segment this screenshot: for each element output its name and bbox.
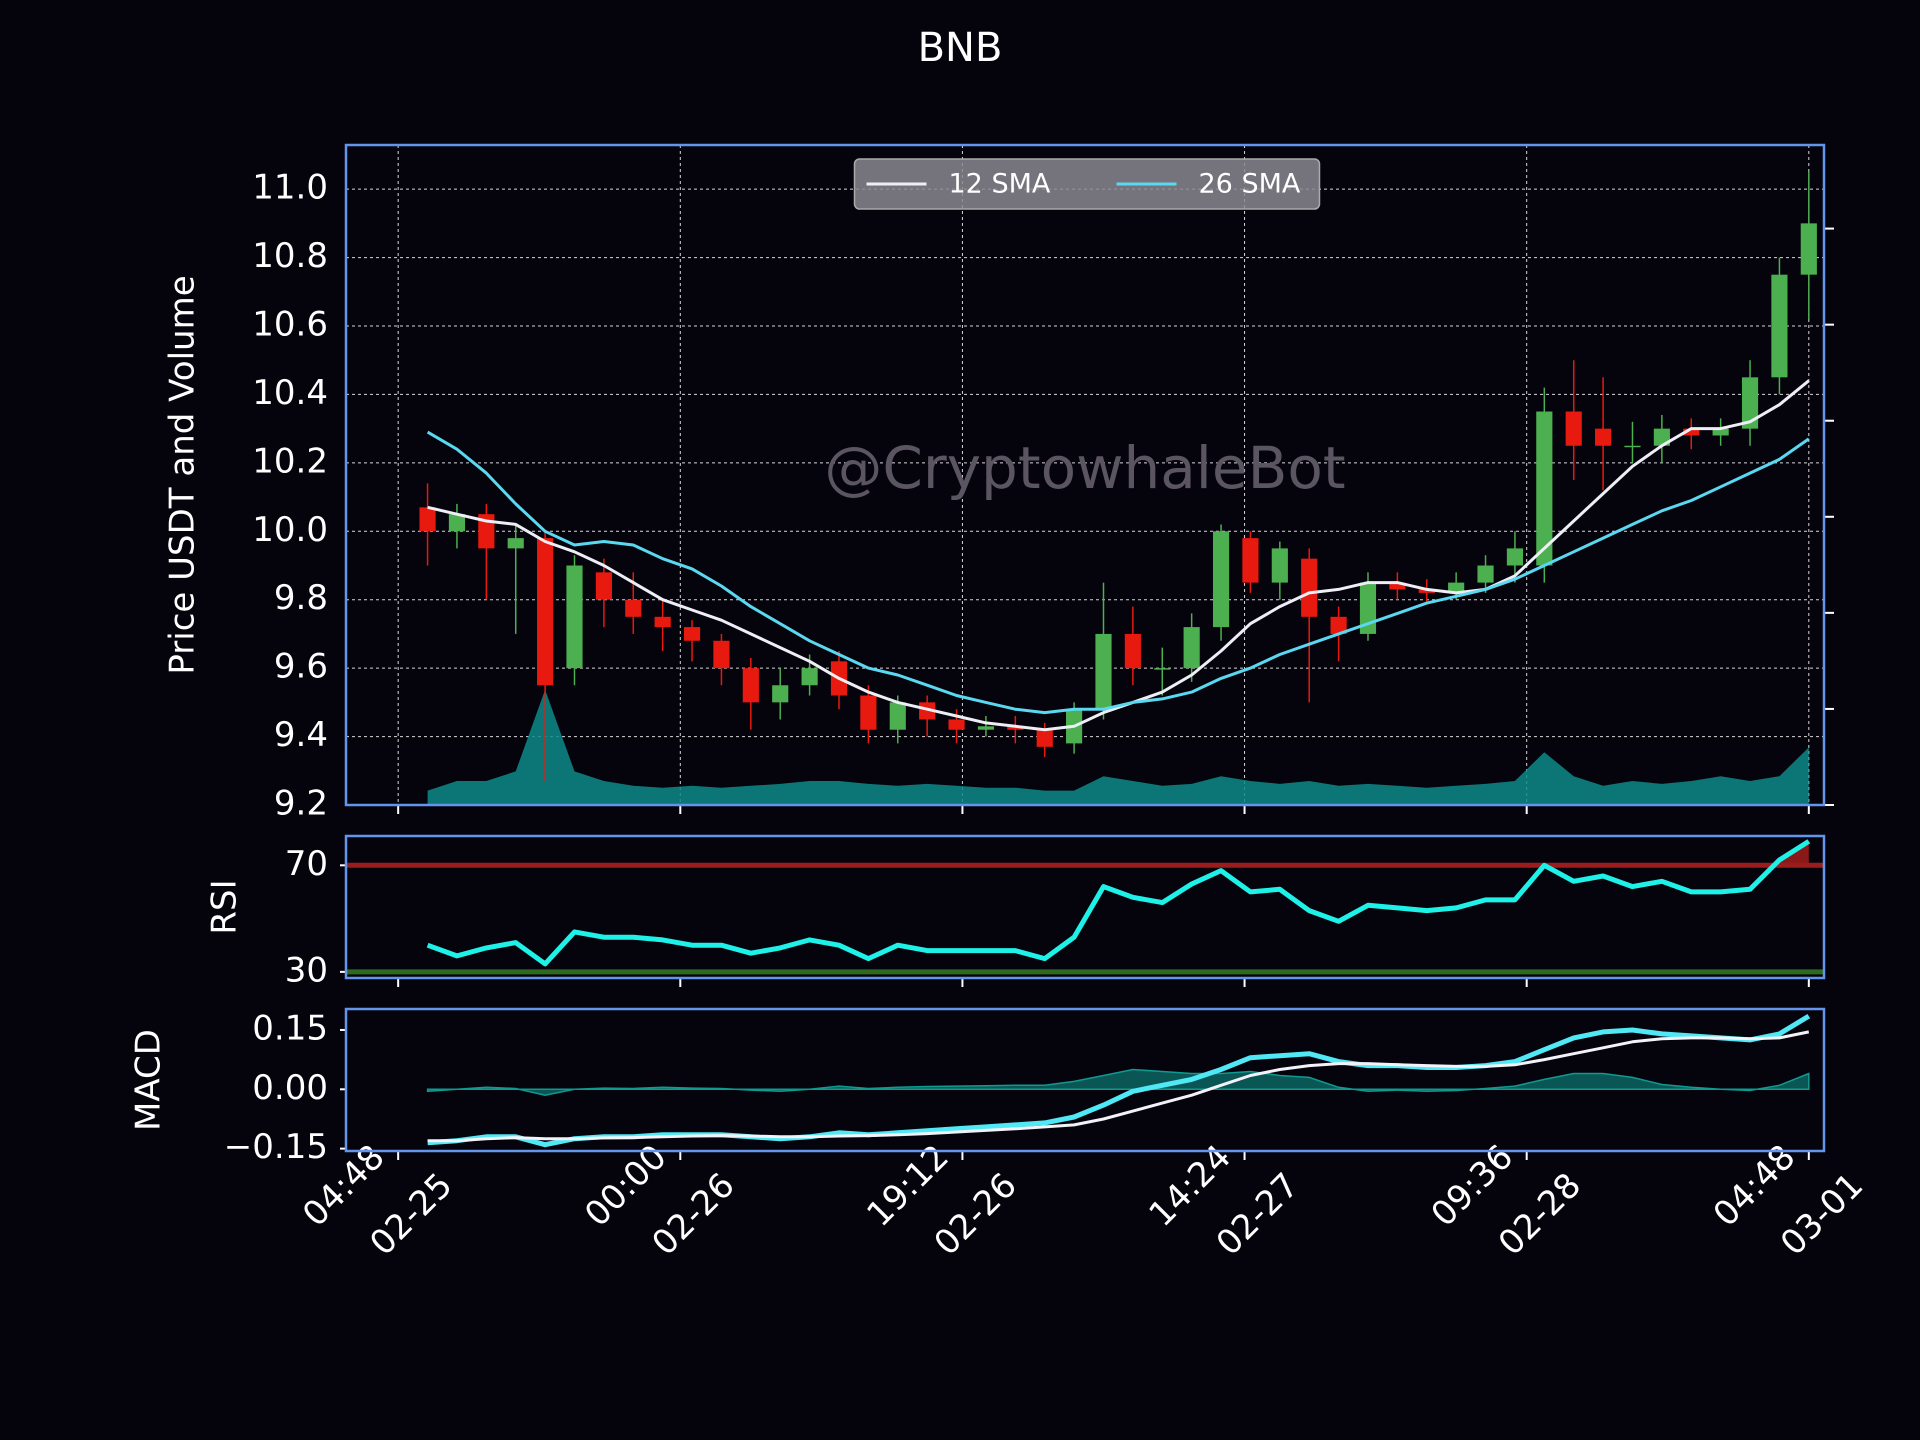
- y-tick-label: 10.4: [252, 373, 328, 413]
- candle-body: [1242, 538, 1259, 583]
- candle-body: [1154, 668, 1171, 670]
- histogram-area: [426, 1068, 1810, 1096]
- candle-body: [1624, 445, 1641, 448]
- candle-body: [654, 616, 671, 628]
- candle-body: [1124, 633, 1141, 669]
- indicator-line: [427, 1013, 1811, 1148]
- y-tick-label: 10.8: [252, 236, 328, 276]
- candle-body: [1212, 531, 1230, 628]
- candle-body: [948, 719, 965, 730]
- indicator-line: [426, 839, 1811, 967]
- candle-body: [1448, 582, 1465, 593]
- legend-box: [853, 158, 1321, 210]
- candle-body: [801, 668, 818, 686]
- candle-body: [1330, 616, 1347, 634]
- y-tick-label: 9.8: [274, 578, 328, 618]
- candle-body: [889, 702, 906, 730]
- candle-body: [1653, 428, 1670, 446]
- candle-body: [1301, 558, 1318, 617]
- legend-label: 26 SMA: [1199, 169, 1301, 200]
- candle-body: [1771, 274, 1788, 378]
- y-tick-label: 0.15: [252, 1008, 328, 1048]
- volume-area: [427, 689, 1809, 805]
- panel-frame: [344, 834, 1826, 980]
- plot-area: [419, 172, 1817, 805]
- candle-body: [713, 640, 730, 669]
- candle-body: [1389, 582, 1406, 590]
- y-tick-label: 0.00: [252, 1068, 328, 1108]
- candle-body: [860, 695, 877, 730]
- y-tick-label: 70: [285, 844, 328, 884]
- candle-body: [742, 668, 759, 703]
- candle-body: [419, 507, 436, 532]
- candle-body: [1565, 411, 1582, 446]
- candle-body: [977, 726, 995, 730]
- y-tick-label: 11.0: [252, 168, 328, 208]
- candle-body: [1683, 428, 1700, 436]
- candle-body: [1271, 548, 1288, 583]
- candle-body: [1536, 411, 1553, 566]
- candle-body: [1036, 729, 1053, 747]
- legend: 12 SMA 26 SMA: [853, 158, 1321, 210]
- overbought-fill: [1544, 841, 1809, 866]
- y-axis-label: MACD: [129, 1029, 169, 1131]
- candle-body: [566, 565, 583, 669]
- y-tick-label: 30: [285, 950, 328, 990]
- candle-body: [1418, 589, 1435, 593]
- candle-body: [1712, 428, 1729, 436]
- candle-body: [1506, 548, 1524, 566]
- panel-frame: [344, 1007, 1826, 1153]
- y-tick-label: 9.2: [274, 784, 328, 824]
- candle-body: [537, 538, 554, 686]
- candle-body: [1595, 428, 1612, 446]
- y-axis-label: RSI: [205, 879, 245, 934]
- candle-body: [507, 538, 524, 549]
- y-axis-label: Price USDT and Volume: [163, 275, 203, 674]
- panel-frame: [344, 143, 1826, 807]
- candle-body: [1741, 377, 1759, 429]
- candle-body: [1477, 565, 1494, 583]
- candle-body: [772, 685, 789, 703]
- plot-area: [426, 1013, 1811, 1148]
- y-tick-label: 10.6: [252, 304, 328, 344]
- candle-body: [1095, 633, 1112, 710]
- candle-body: [1800, 223, 1817, 275]
- chart-title: BNB: [918, 25, 1003, 71]
- candle-body: [919, 702, 936, 720]
- indicator-line: [427, 1030, 1810, 1143]
- sma-line: [427, 379, 1810, 732]
- candle-body: [1183, 627, 1200, 669]
- plot-area: [346, 839, 1824, 975]
- sma-line: [426, 430, 1810, 715]
- candle-body: [1007, 726, 1024, 730]
- y-tick-label: 10.2: [252, 441, 328, 481]
- candle-body: [683, 627, 701, 641]
- y-tick-label: −0.15: [224, 1127, 328, 1167]
- y-tick-label: 10.0: [252, 510, 328, 550]
- legend-label: 12 SMA: [949, 169, 1051, 200]
- candle-body: [448, 514, 466, 532]
- candle-body: [595, 572, 612, 600]
- y-tick-label: 9.4: [274, 715, 328, 755]
- candle-body: [625, 599, 642, 617]
- watermark: @CryptowhaleBot: [824, 434, 1345, 502]
- y-tick-label: 9.6: [274, 647, 328, 687]
